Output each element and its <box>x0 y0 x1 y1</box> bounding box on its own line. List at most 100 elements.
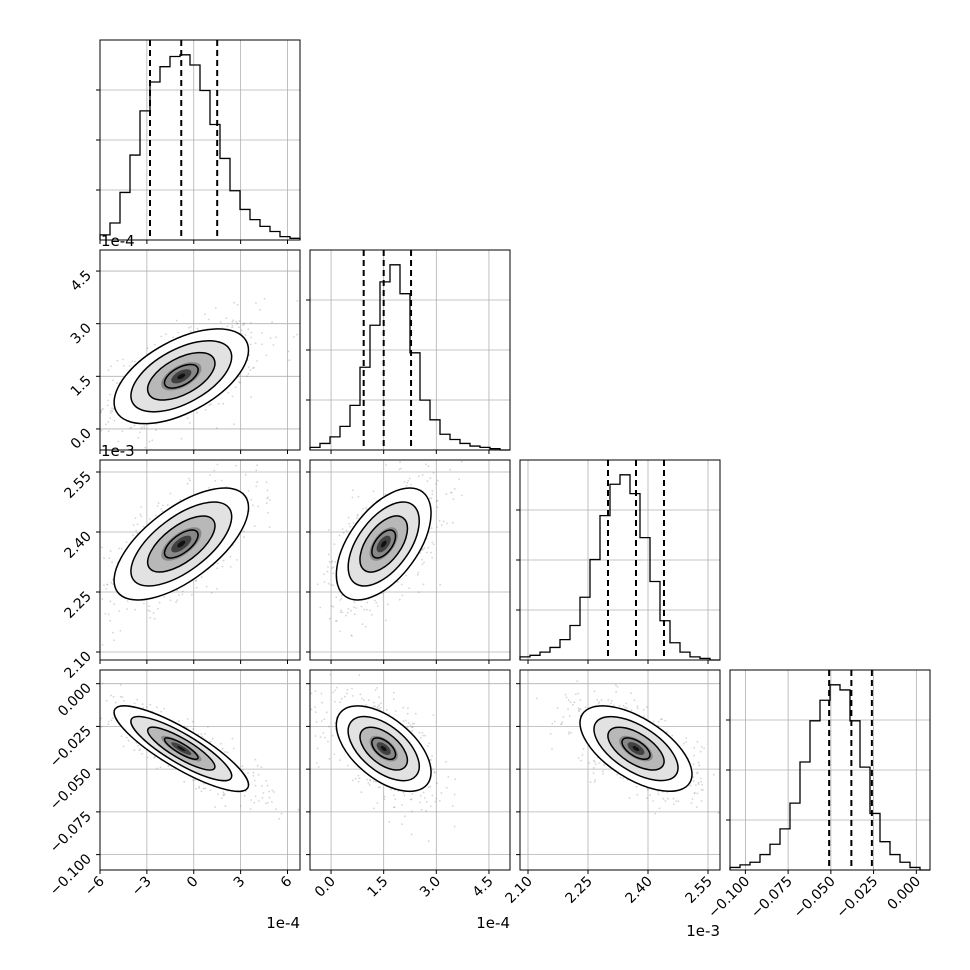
scatter-point <box>156 608 159 610</box>
scatter-point <box>335 619 338 622</box>
scatter-point <box>380 706 382 709</box>
scatter-point <box>314 735 317 737</box>
scatter-point <box>360 605 363 608</box>
scatter-point <box>409 724 412 726</box>
scatter-point <box>657 790 660 793</box>
scatter-point <box>414 712 417 715</box>
scatter-point <box>233 301 236 304</box>
scatter-point <box>643 715 645 718</box>
scatter-point <box>315 720 318 723</box>
scatter-point <box>236 322 238 325</box>
contour-3 <box>163 363 199 389</box>
scatter-point <box>179 499 182 501</box>
scatter-point <box>430 759 432 761</box>
scatter-point <box>358 777 361 780</box>
contour-2 <box>359 726 409 771</box>
scatter-point <box>351 489 354 492</box>
scatter-point <box>399 467 402 470</box>
scatter-point <box>352 779 354 782</box>
scatter-point <box>619 776 622 779</box>
scatter-point <box>257 774 260 776</box>
scatter-point <box>615 684 617 687</box>
scatter-point <box>329 673 332 676</box>
scatter-point <box>195 586 198 589</box>
contour-2 <box>607 726 665 771</box>
scatter-point <box>660 718 662 721</box>
scatter-point <box>100 429 103 432</box>
scatter-point <box>192 728 195 730</box>
scatter-point <box>118 547 120 550</box>
scatter-point <box>340 609 342 612</box>
scatter-point <box>219 321 222 323</box>
scatter-point <box>406 481 409 484</box>
scatter-point <box>204 732 206 735</box>
scatter-point <box>110 719 113 722</box>
scatter-point <box>364 625 367 628</box>
scatter-point <box>584 706 587 708</box>
scatter-point <box>399 461 401 463</box>
scatter-point <box>576 680 579 682</box>
scatter-point <box>220 742 222 745</box>
scatter-point <box>195 579 198 582</box>
scatter-point <box>122 745 125 748</box>
scatter-point <box>378 696 381 699</box>
scatter-point <box>178 720 180 723</box>
scatter-point <box>567 708 569 710</box>
contour-1 <box>593 715 679 782</box>
contour-0 <box>113 328 250 425</box>
scatter-point <box>319 736 322 739</box>
scatter-point <box>376 706 379 709</box>
scatter-point <box>120 735 123 737</box>
scatter-point <box>411 729 414 732</box>
scatter-point <box>141 703 144 706</box>
panel-frame <box>309 249 511 451</box>
scatter-point <box>320 692 323 695</box>
scatter-point <box>217 402 220 405</box>
scatter-point <box>187 477 190 480</box>
scatter-point <box>601 770 604 773</box>
scatter-point <box>428 742 431 745</box>
scatter-point <box>384 493 387 496</box>
scatter-point <box>214 307 217 309</box>
scatter-point <box>597 702 600 705</box>
scatter-point <box>129 427 132 430</box>
scatter-point <box>207 318 210 321</box>
scatter-point <box>261 332 263 334</box>
scatter-point <box>349 525 352 528</box>
scatter-point <box>266 784 269 787</box>
scatter-point <box>421 549 423 552</box>
scatter-point <box>238 326 240 329</box>
density-fill-5 <box>177 540 186 548</box>
scatter-point <box>409 483 412 486</box>
scatter-point <box>319 606 322 609</box>
scatter-point <box>351 635 353 637</box>
scatter-point <box>385 464 387 466</box>
scatter-point <box>385 709 388 711</box>
scatter-point <box>427 546 430 549</box>
scatter-point <box>645 706 648 708</box>
scatter-point <box>570 731 572 734</box>
scatter-point <box>445 760 447 763</box>
scatter-point <box>449 468 451 471</box>
scatter-point <box>110 365 112 368</box>
scatter-point <box>232 319 235 322</box>
scatter-point <box>239 381 241 384</box>
scatter-point <box>109 412 112 414</box>
scatter-point <box>140 427 143 430</box>
scatter-point <box>119 695 122 698</box>
panel-frame <box>309 669 511 871</box>
y-tick-label-p2: 2.40 <box>61 529 94 562</box>
scatter-point <box>254 342 257 344</box>
scatter-point <box>154 343 156 346</box>
scatter-point <box>121 430 124 433</box>
scatter-point <box>696 792 699 795</box>
scatter-point <box>360 791 363 794</box>
scatter-point <box>175 601 178 604</box>
density-fill-5 <box>177 746 186 752</box>
scatter-point <box>616 685 619 688</box>
scatter-point <box>103 584 105 586</box>
scatter-point <box>178 594 180 596</box>
scatter-point <box>598 762 600 764</box>
scatter-point <box>411 810 413 813</box>
scatter-point <box>607 699 610 701</box>
